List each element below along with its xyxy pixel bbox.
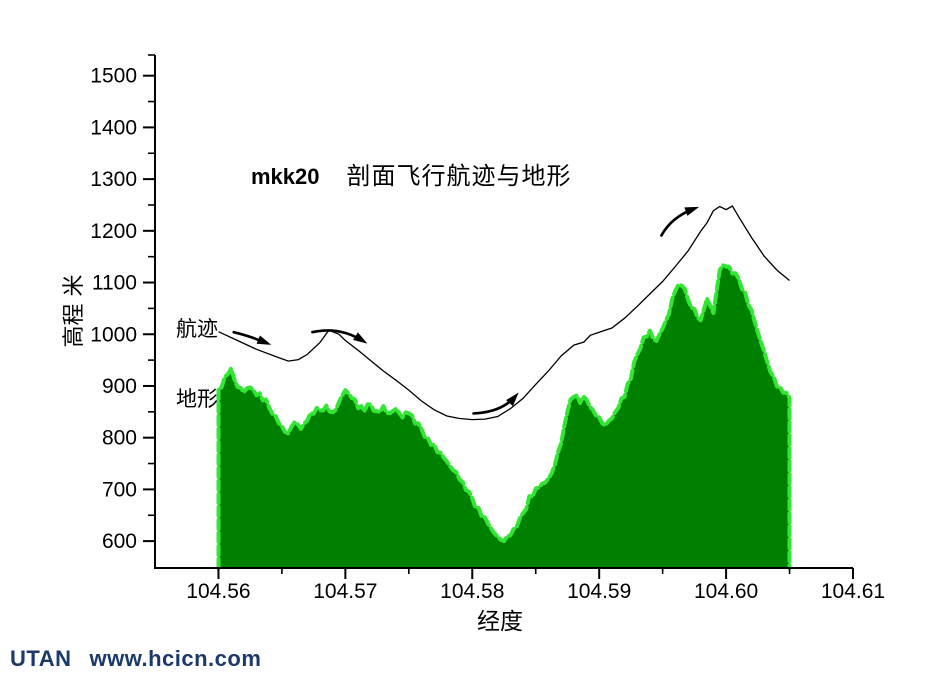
x-axis-label: 经度 [477,609,523,635]
terrain-edge [216,263,792,570]
x-tick-label: 104.60 [694,580,758,603]
y-tick-label: 1100 [92,272,137,295]
x-tick-label: 104.58 [440,580,504,603]
footer-watermark: UTAN www.hcicn.com [10,646,261,672]
y-tick-label: 1400 [90,116,137,139]
x-tick-label: 104.61 [821,580,885,603]
y-tick-label: 600 [102,530,137,553]
footer-brand: UTAN [10,646,72,671]
footer-url: www.hcicn.com [89,646,262,671]
terrain-area [218,265,790,568]
trajectory-arrow-head-3 [506,392,519,407]
y-tick-label: 1200 [90,220,137,243]
x-tick-label: 104.56 [186,580,250,603]
x-tick-label: 104.59 [567,580,631,603]
y-tick-label: 700 [102,478,137,501]
title-dataset-id: mkk20 [251,164,320,189]
y-tick-label: 900 [102,375,137,398]
y-axis-label: 高程 米 [62,274,87,348]
trajectory-arrow-head-4 [684,206,700,216]
y-tick-label: 1300 [90,168,137,191]
chart-title: mkk20 剖面飞行航迹与地形 [251,156,572,191]
title-text: 剖面飞行航迹与地形 [346,162,572,190]
x-tick-label: 104.57 [313,580,377,603]
trajectory-arrow-head-1 [256,335,272,345]
terrain-label: 地形 [176,387,218,411]
trajectory-label: 航迹 [176,317,218,341]
trajectory-arrow-head-2 [353,332,368,344]
y-tick-label: 1500 [90,65,137,88]
y-tick-label: 800 [102,427,137,450]
y-tick-label: 1000 [90,323,137,346]
